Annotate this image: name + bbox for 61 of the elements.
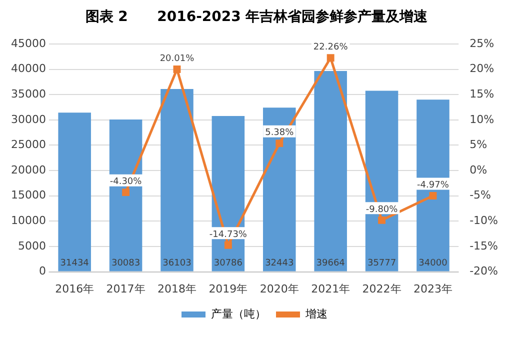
bar: [314, 71, 347, 272]
x-tick-label: 2018年: [157, 282, 196, 296]
point: [276, 140, 284, 148]
y-tick-label: 10000: [10, 214, 46, 228]
x-tick-label: 2020年: [260, 282, 299, 296]
data-label: -4.97%: [417, 180, 450, 191]
bar: [263, 108, 296, 272]
data-label: 36103: [162, 258, 192, 269]
y-tick-label: 30000: [10, 112, 46, 126]
y2-tick-label: -5%: [470, 188, 492, 202]
y2-tick-label: 20%: [470, 62, 494, 76]
point: [122, 188, 130, 196]
y-tick-label: 35000: [10, 87, 46, 100]
data-label: 34000: [418, 258, 448, 269]
data-label: 39664: [316, 258, 346, 269]
point: [224, 241, 232, 249]
y2-tick-label: -15%: [470, 239, 498, 252]
y-tick-label: 40000: [10, 62, 46, 76]
data-label: 31434: [60, 258, 90, 269]
chart-title: 图表 2 2016-2023 年吉林省园参鲜参产量及增速: [84, 8, 429, 26]
y-tick-label: 20000: [10, 163, 46, 176]
x-tick-label: 2021年: [311, 282, 350, 296]
y2-tick-label: -10%: [470, 214, 498, 228]
y-tick-label: 0: [38, 264, 46, 278]
bar: [160, 89, 194, 272]
y2-tick-label: 15%: [470, 87, 494, 100]
data-label: 20.01%: [160, 54, 195, 64]
x-tick-label: 2023年: [413, 282, 452, 296]
y-tick-label: 25000: [10, 138, 46, 152]
x-tick-label: 2016年: [55, 282, 94, 296]
bar: [109, 120, 142, 272]
data-label: 5.38%: [265, 128, 294, 138]
bar: [416, 100, 450, 272]
legend-label: 产量（吨）: [211, 307, 266, 320]
x-tick-label: 2017年: [106, 282, 146, 296]
point: [378, 216, 386, 224]
y-tick-label: 15000: [10, 188, 46, 202]
x-tick-label: 2022年: [362, 282, 402, 296]
x-tick-label: 2019年: [208, 282, 248, 296]
data-label: 22.26%: [313, 42, 348, 53]
data-label: -9.80%: [366, 205, 398, 216]
data-label: 35777: [367, 258, 396, 269]
bar: [58, 112, 91, 272]
legend-label: 增速: [304, 307, 328, 320]
y2-tick-label: 25%: [470, 36, 494, 50]
bar: [365, 90, 398, 272]
data-label: 30786: [214, 258, 243, 269]
y-tick-label: 5000: [18, 239, 46, 252]
y2-tick-label: -20%: [470, 264, 498, 278]
y2-tick-label: 5%: [470, 138, 488, 152]
data-label: 32443: [265, 258, 294, 269]
y2-tick-label: 10%: [470, 112, 494, 126]
data-label: -14.73%: [209, 230, 248, 240]
point: [173, 66, 181, 73]
data-label: -4.30%: [110, 177, 142, 188]
y-tick-label: 45000: [10, 36, 46, 50]
data-label: 30083: [111, 258, 140, 269]
y2-tick-label: 0%: [470, 163, 488, 176]
point: [429, 192, 437, 200]
bar: [212, 116, 245, 272]
point: [326, 54, 334, 62]
